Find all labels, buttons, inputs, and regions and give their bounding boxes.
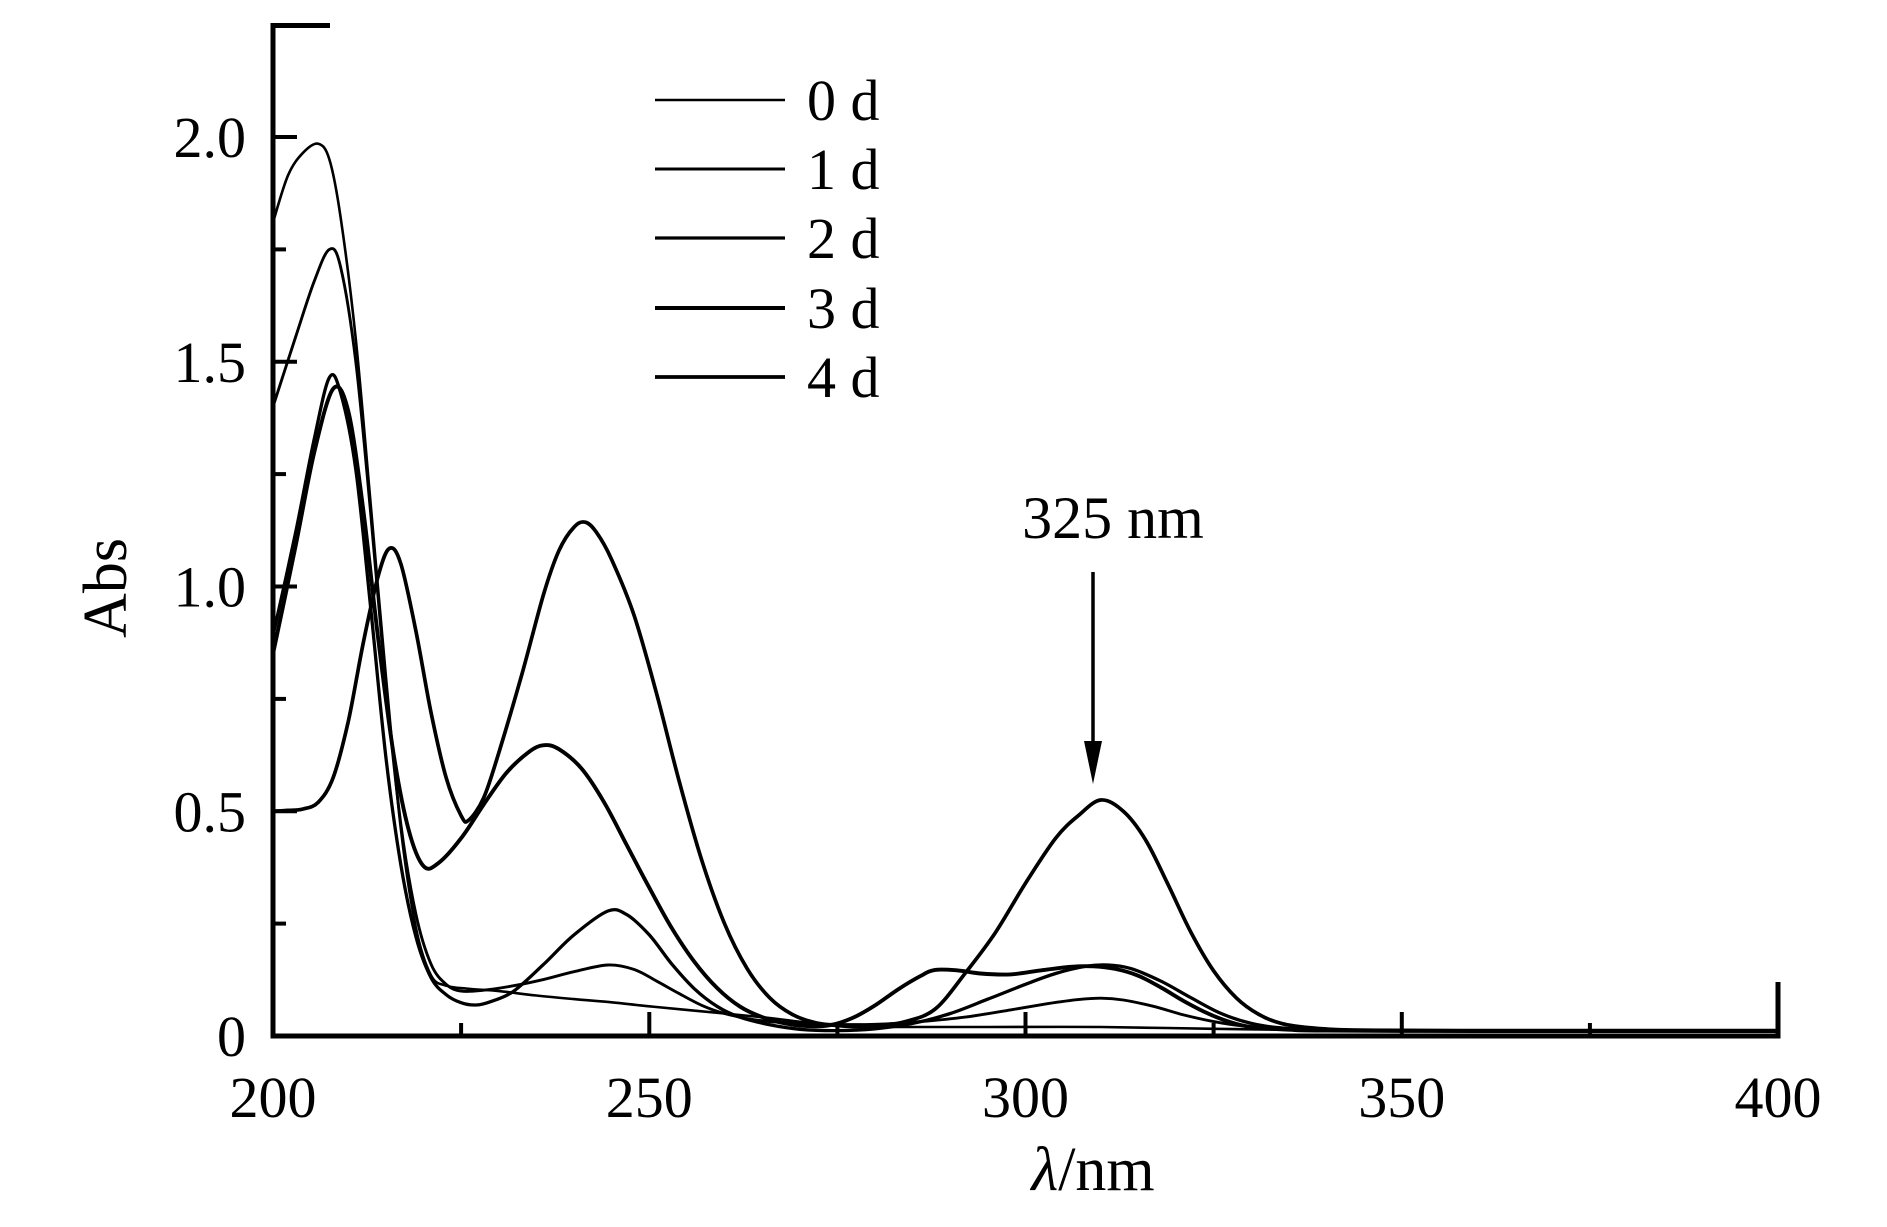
x-axis-title: λ/nm [1029, 1136, 1154, 1204]
y-tick-label-0.5: 0.5 [174, 779, 247, 844]
legend-label: 4 d [807, 345, 880, 410]
curve-2d [271, 372, 1780, 1033]
curve-0d [271, 142, 1780, 1033]
y-tick-label-0: 0 [217, 1004, 246, 1069]
x-axis-title-unit: /nm [1058, 1136, 1154, 1204]
annotation-arrowhead [1084, 741, 1102, 784]
x-tick-label-300: 300 [982, 1065, 1069, 1130]
tick-labels: 200 250 300 350 400 0 0.5 1.0 1.5 2.0 [174, 105, 1822, 1130]
x-tick-label-250: 250 [606, 1065, 693, 1130]
legend-label: 0 d [807, 68, 880, 133]
legend-label: 2 d [807, 206, 880, 271]
axis-ticks [273, 135, 1780, 1036]
curve-1d [271, 247, 1780, 1033]
spectra-curves [271, 142, 1780, 1034]
x-tick-label-350: 350 [1358, 1065, 1445, 1130]
y-tick-label-1.0: 1.0 [174, 555, 247, 620]
annotation-325nm: 325 nm [1022, 485, 1204, 784]
legend-item-2d: 2 d [655, 206, 880, 271]
x-tick-label-200: 200 [230, 1065, 317, 1130]
legend-label: 1 d [807, 137, 880, 202]
legend-label: 3 d [807, 276, 880, 341]
legend-item-4d: 4 d [655, 345, 880, 410]
legend: 0 d1 d2 d3 d4 d [655, 68, 880, 410]
x-axis-title-symbol: λ [1029, 1136, 1058, 1204]
curve-4d [271, 520, 1780, 1033]
curve-3d [271, 384, 1780, 1034]
legend-item-0d: 0 d [655, 68, 880, 133]
legend-item-3d: 3 d [655, 276, 880, 341]
y-tick-label-1.5: 1.5 [174, 330, 247, 395]
x-tick-label-400: 400 [1735, 1065, 1822, 1130]
y-tick-label-2.0: 2.0 [174, 105, 247, 170]
legend-item-1d: 1 d [655, 137, 880, 202]
annotation-text: 325 nm [1022, 485, 1204, 551]
y-axis-title: Abs [72, 538, 140, 638]
